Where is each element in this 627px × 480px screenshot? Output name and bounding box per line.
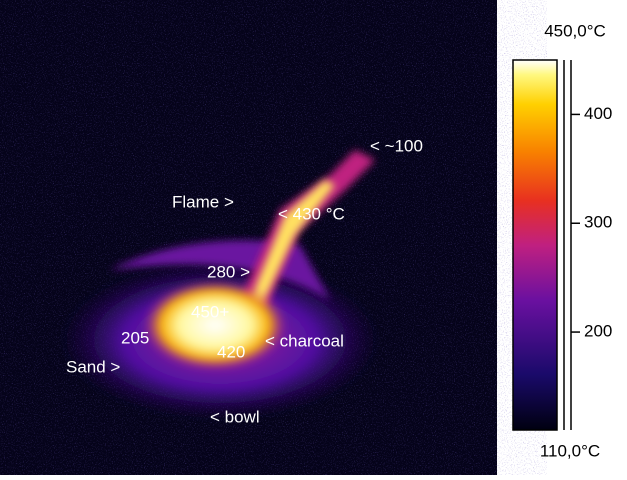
annotation: 205	[121, 328, 149, 347]
tick-label: 400	[584, 104, 612, 123]
thermal-image	[0, 0, 497, 475]
colorbar-gradient	[512, 59, 558, 431]
colorbar-max-label: 450,0°C	[544, 21, 606, 40]
annotation: 450+	[191, 302, 229, 321]
annotation: Flame >	[172, 192, 234, 211]
annotation: 280 >	[207, 262, 250, 281]
annotation: Sand >	[66, 357, 120, 376]
colorbar: 450,0°C 110,0°C	[512, 21, 606, 460]
annotation: < ~100	[370, 136, 423, 155]
annotation: < bowl	[210, 407, 260, 426]
annotation: 420	[217, 342, 245, 361]
tick-label: 200	[584, 322, 612, 341]
annotation: < 430 °C	[278, 204, 345, 223]
annotation: < charcoal	[265, 331, 344, 350]
colorbar-min-label: 110,0°C	[540, 441, 600, 460]
tick-label: 300	[584, 213, 612, 232]
